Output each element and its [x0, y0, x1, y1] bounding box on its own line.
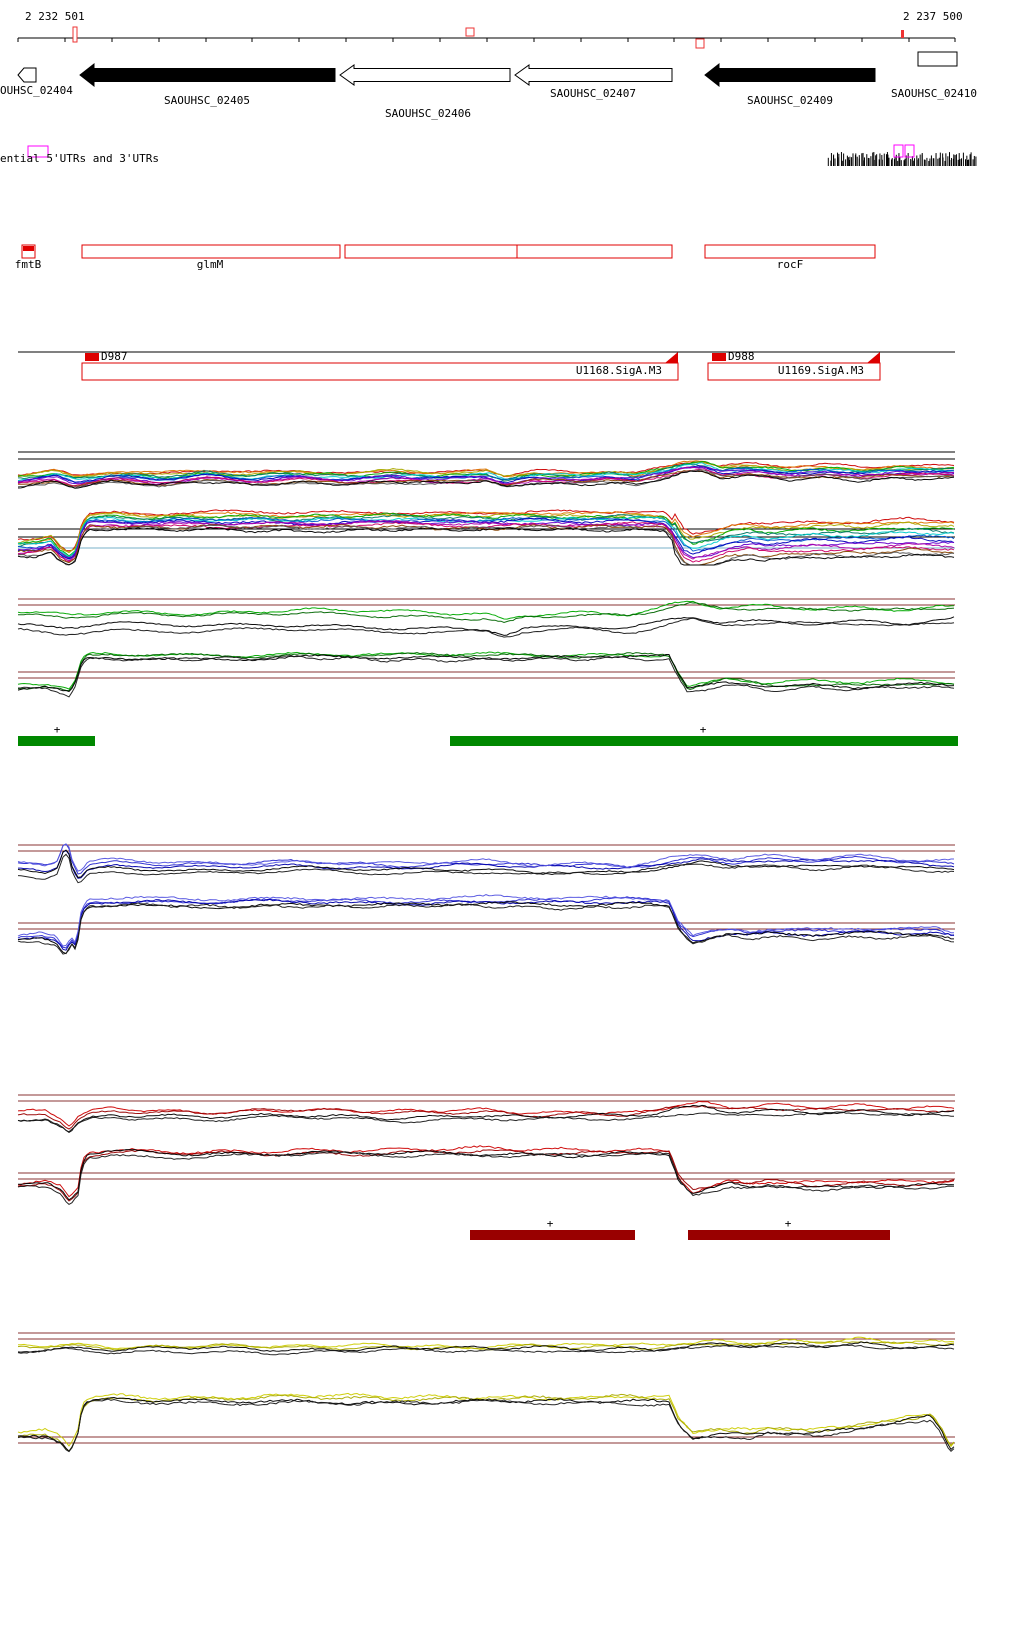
- signal-line-blue-set: [18, 849, 955, 879]
- gene-label-saouhsc-02406: SAOUHSC_02406: [384, 107, 472, 120]
- signal-line-overlay-all-samples: [17, 509, 955, 552]
- signal-line-overlay-all-samples: [17, 460, 955, 478]
- transcript-box-d988: [707, 362, 881, 381]
- transcript-flag-d988: [712, 353, 726, 361]
- signal-line-red-set: [17, 1111, 955, 1133]
- signal-line-red-set: [17, 1104, 955, 1133]
- signal-line-blue-set: [17, 853, 955, 884]
- signal-line-blue-set: [17, 849, 955, 878]
- signal-line-green-set: [17, 617, 955, 638]
- signal-line-overlay-all-samples: [17, 510, 955, 553]
- gene-box-saouhsc_02410: [917, 51, 958, 67]
- signal-line-overlay-all-samples: [17, 516, 955, 558]
- signal-line-blue-set: [17, 901, 954, 955]
- signal-line-green-set: [18, 601, 955, 624]
- operon-box-rocF: [704, 244, 876, 259]
- utr-legend-box: [27, 145, 49, 158]
- enriched-region-bar-green-set: [18, 736, 95, 746]
- signal-line-overlay-all-samples: [17, 512, 955, 554]
- ruler-red-mark: [72, 26, 78, 43]
- enriched-region-bar-red-set: [688, 1230, 890, 1240]
- signal-line-green-set: [17, 651, 955, 690]
- signal-line-yellow-set: [17, 1344, 955, 1356]
- strand-plus-mark: +: [547, 1217, 554, 1230]
- gene-box-ouhsc_02404: [17, 67, 37, 83]
- ruler-red-mark: [901, 30, 904, 38]
- signal-line-green-set: [17, 616, 955, 636]
- strand-plus-mark: +: [54, 723, 61, 736]
- signal-line-overlay-all-samples: [17, 470, 955, 489]
- signal-line-blue-set: [17, 894, 954, 947]
- signal-line-green-set: [17, 655, 955, 698]
- transcript-pennant: [867, 352, 880, 363]
- signal-line-overlay-all-samples: [18, 466, 955, 484]
- transcript-name-d987: D987: [101, 350, 128, 363]
- signal-line-yellow-set: [17, 1398, 955, 1453]
- enriched-region-bar-green-set: [450, 736, 958, 746]
- transcript-name-d988: D988: [728, 350, 755, 363]
- ruler-red-mark: [695, 38, 705, 49]
- gene-label-saouhsc-02409: SAOUHSC_02409: [746, 94, 834, 107]
- gene-label-saouhsc-02407: SAOUHSC_02407: [549, 87, 637, 100]
- operon-label-fmtb: fmtB: [14, 258, 42, 271]
- utr-box: [904, 144, 915, 158]
- signal-line-yellow-set: [17, 1340, 955, 1351]
- signal-line-overlay-all-samples: [17, 466, 954, 488]
- transcript-label-u1169-siga-m3: U1169.SigA.M3: [777, 364, 864, 377]
- signal-line-overlay-all-samples: [17, 527, 955, 566]
- operon-label-rocf: rocF: [776, 258, 804, 271]
- signal-line-red-set: [17, 1100, 955, 1127]
- signal-line-overlay-all-samples: [17, 524, 954, 566]
- operon-label-glmm: glmM: [196, 258, 224, 271]
- signal-line-yellow-set: [17, 1392, 955, 1448]
- operon-box-glmM: [81, 244, 341, 259]
- gene-arrow-saouhsc_02405: [79, 62, 336, 88]
- gene-arrow-saouhsc_02406: [339, 64, 511, 86]
- signal-line-overlay-all-samples: [17, 462, 955, 482]
- ruler-end-coordinate: 2 237 500: [903, 10, 963, 23]
- strand-plus-mark: +: [700, 723, 707, 736]
- signal-line-yellow-set: [17, 1341, 955, 1353]
- enriched-region-bar-red-set: [470, 1230, 635, 1240]
- signal-line-green-set: [17, 600, 955, 620]
- signal-line-overlay-all-samples: [17, 465, 955, 484]
- signal-line-red-set: [17, 1149, 955, 1201]
- signal-line-overlay-all-samples: [17, 517, 955, 560]
- strand-plus-mark: +: [785, 1217, 792, 1230]
- gene-label-saouhsc-02404: OUHSC_02404: [0, 84, 73, 97]
- transcript-box-d987: [81, 362, 679, 381]
- gene-label-saouhsc-02405: SAOUHSC_02405: [163, 94, 251, 107]
- operon-box-fill: [23, 246, 34, 251]
- utr-track-label: ential 5'UTRs and 3'UTRs: [0, 152, 159, 165]
- gene-arrow-saouhsc_02407: [514, 64, 673, 86]
- signal-line-overlay-all-samples: [17, 519, 955, 562]
- signal-line-red-set: [17, 1151, 954, 1206]
- ruler-red-mark: [465, 27, 475, 37]
- signal-line-blue-set: [17, 902, 955, 955]
- gene-arrow-saouhsc_02409: [704, 62, 876, 88]
- operon-box-unnamed: [344, 244, 673, 259]
- signal-line-overlay-all-samples: [17, 516, 955, 560]
- operon-box-fmtB: [21, 244, 36, 259]
- signal-line-red-set: [17, 1145, 955, 1198]
- gene-label-saouhsc-02410: SAOUHSC_02410: [890, 87, 978, 100]
- signal-line-green-set: [17, 654, 955, 693]
- transcript-flag-d987: [85, 353, 99, 361]
- transcript-pennant: [665, 352, 678, 363]
- transcript-label-u1168-siga-m3: U1168.SigA.M3: [575, 364, 662, 377]
- signal-line-red-set: [17, 1105, 955, 1130]
- signal-line-blue-set: [17, 843, 954, 872]
- utr-box: [893, 144, 904, 158]
- ruler-start-coordinate: 2 232 501: [25, 10, 85, 23]
- signal-line-green-set: [17, 651, 955, 692]
